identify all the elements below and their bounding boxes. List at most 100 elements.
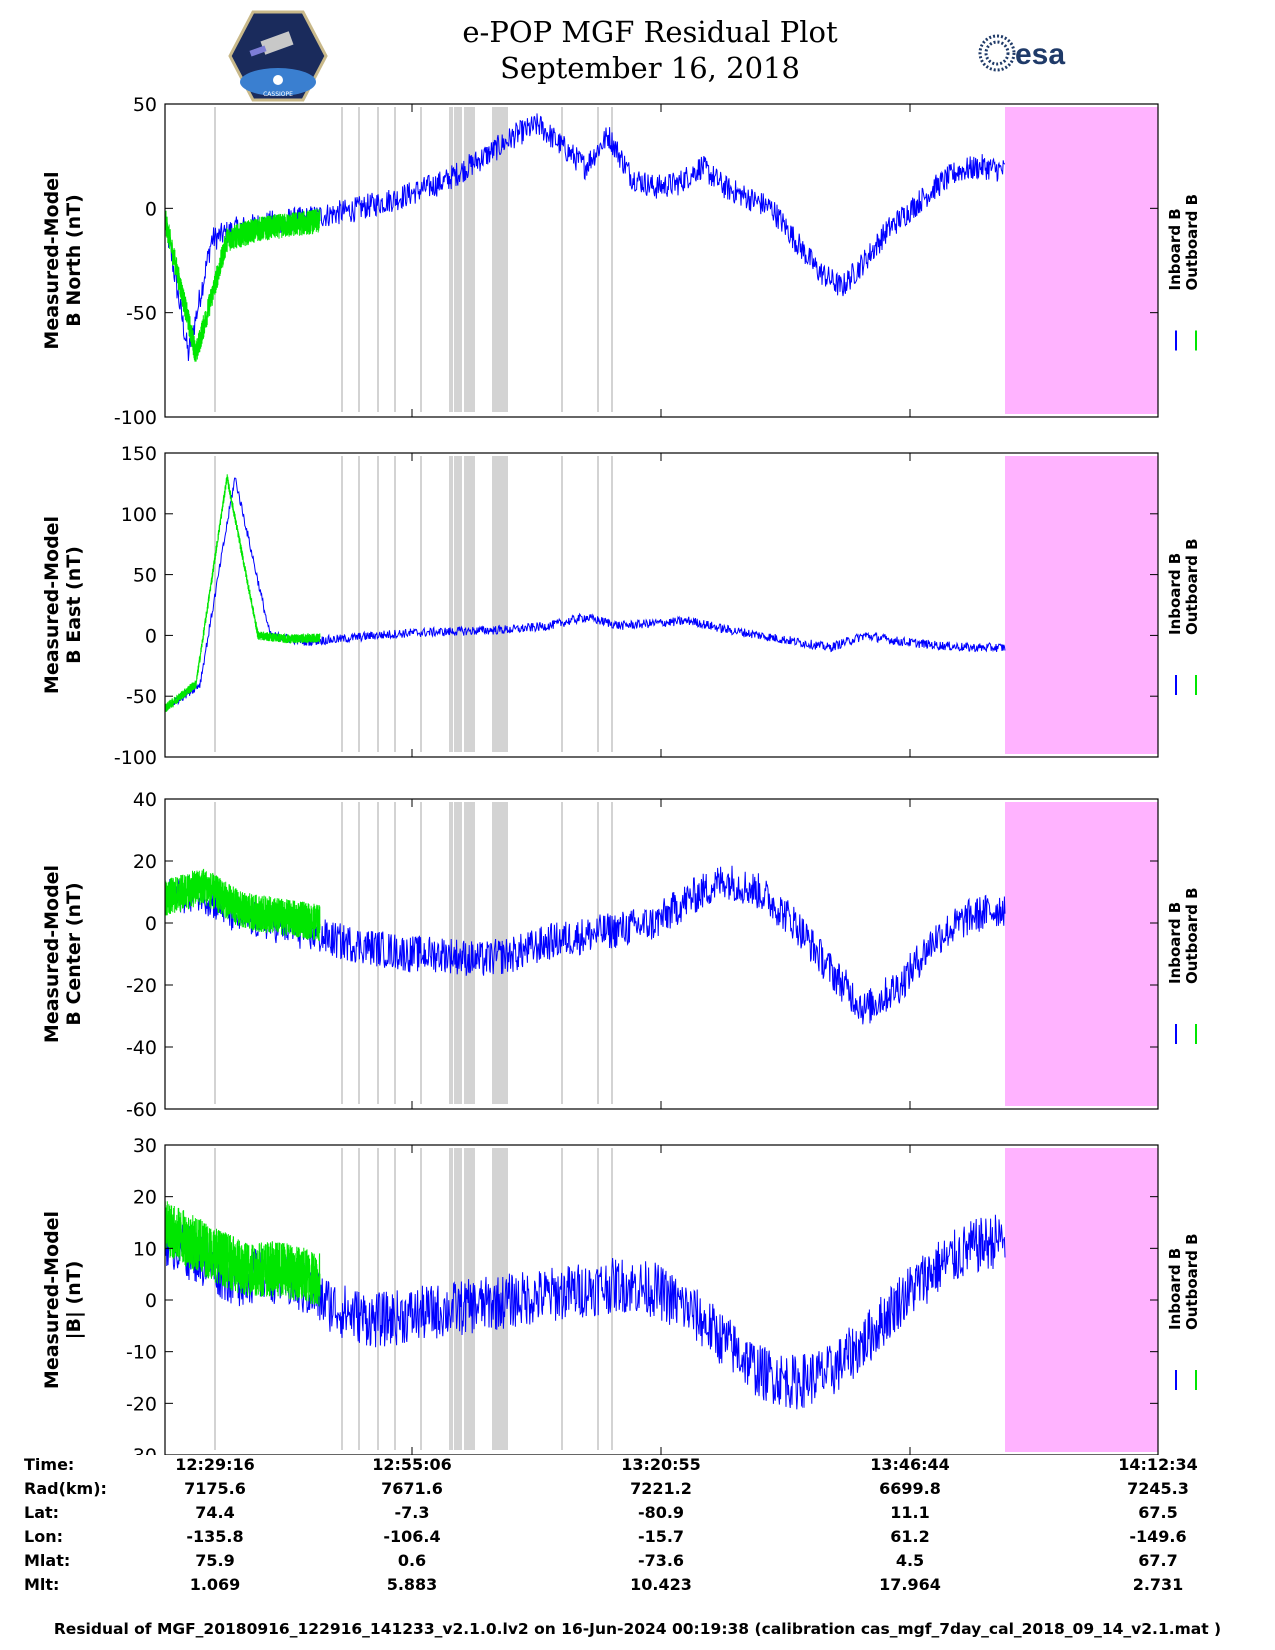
y-axis-label: Measured-ModelB North (nT) (41, 171, 85, 349)
y-tick-label: 20 (133, 1187, 157, 1209)
ephemeris-value: 7245.3 (1127, 1479, 1189, 1498)
plot-title: e-POP MGF Residual Plot (462, 15, 838, 49)
y-tick-label: -10 (126, 1342, 157, 1364)
ephemeris-value: 75.9 (195, 1551, 235, 1570)
y-tick-label: 150 (121, 443, 157, 465)
panel-3: 40 20 0 -20 -40 -60 Measured-ModelB Center (nT… (41, 789, 1201, 1121)
ephemeris-value: 13:46:44 (870, 1455, 950, 1474)
legend: Inboard B Outboard B (1166, 194, 1201, 291)
ephemeris-row: Lon: -135.8 -106.4 -15.7 61.2 -149.6 (0, 1527, 1275, 1551)
y-tick-label: -40 (126, 1037, 157, 1059)
y-axis-label: Measured-Model|B| (nT) (41, 1211, 85, 1389)
y-axis-label-line1: Measured-Model (41, 171, 63, 349)
legend: Inboard B Outboard B (1166, 887, 1201, 984)
ephemeris-row: Mlt: 1.069 5.883 10.423 17.964 2.731 (0, 1575, 1275, 1599)
legend-outboard-label: Outboard B (1183, 538, 1201, 635)
esa-logo: esa (978, 34, 1065, 72)
no-data-region (1005, 802, 1158, 1106)
y-axis-label-line2: B North (nT) (63, 194, 85, 327)
ephemeris-label: Rad(km): (24, 1479, 107, 1498)
ephemeris-value: 7221.2 (630, 1479, 692, 1498)
esa-logo-text: esa (1015, 38, 1065, 71)
legend-outboard-label: Outboard B (1183, 194, 1201, 291)
ephemeris-value: 17.964 (879, 1575, 941, 1594)
y-axis-label-line1: Measured-Model (41, 516, 63, 694)
ephemeris-value: 7175.6 (184, 1479, 246, 1498)
y-tick-label: -30 (126, 1445, 157, 1455)
ephemeris-value: 12:29:16 (175, 1455, 255, 1474)
y-axis-label-line2: B Center (nT) (63, 882, 85, 1025)
ephemeris-value: -80.9 (637, 1503, 685, 1522)
ephemeris-value: -73.6 (637, 1551, 685, 1570)
y-tick-label: -100 (114, 747, 157, 769)
series-outboard-trace (164, 208, 321, 362)
ephemeris-row: Lat: 74.4 -7.3 -80.9 11.1 67.5 (0, 1503, 1275, 1527)
ephemeris-value: 2.731 (1132, 1575, 1184, 1594)
ephemeris-value: 1.069 (189, 1575, 241, 1594)
ephemeris-value: -7.3 (394, 1503, 430, 1522)
series-inboard-trace (164, 477, 1006, 711)
footer-caption: Residual of MGF_20180916_122916_141233_v… (53, 1620, 1222, 1638)
no-data-region (1005, 456, 1158, 754)
y-axis-label: Measured-ModelB Center (nT) (41, 865, 85, 1043)
ephemeris-value: 74.4 (195, 1503, 235, 1522)
ephemeris-value: 0.6 (397, 1551, 427, 1570)
ephemeris-value: -149.6 (1129, 1527, 1187, 1546)
ephemeris-value: 7671.6 (381, 1479, 443, 1498)
panel-2: 150 100 50 0 -50 -100 Measured-ModelB East (nT… (41, 443, 1201, 769)
ephemeris-value: 61.2 (890, 1527, 930, 1546)
ephemeris-value: 12:55:06 (372, 1455, 452, 1474)
ephemeris-value: 67.7 (1138, 1551, 1178, 1570)
ephemeris-value: -15.7 (637, 1527, 685, 1546)
y-tick-label: 100 (121, 504, 157, 526)
y-tick-label: -20 (126, 975, 157, 997)
ephemeris-value: 10.423 (630, 1575, 692, 1594)
y-axis-label-line2: B East (nT) (63, 546, 85, 664)
y-tick-label: 50 (133, 94, 157, 116)
no-data-region (1005, 107, 1158, 414)
ephemeris-value: 6699.8 (879, 1479, 941, 1498)
ephemeris-value: 11.1 (890, 1503, 930, 1522)
ephemeris-row: Mlat: 75.9 0.6 -73.6 4.5 67.7 (0, 1551, 1275, 1575)
y-tick-label: -100 (114, 407, 157, 429)
y-tick-label: -50 (126, 686, 157, 708)
y-tick-label: 20 (133, 851, 157, 873)
y-tick-label: 0 (145, 913, 157, 935)
ephemeris-label: Lon: (24, 1527, 63, 1546)
y-tick-label: 50 (133, 565, 157, 587)
y-tick-label: -20 (126, 1393, 157, 1415)
ephemeris-value: 5.883 (386, 1575, 438, 1594)
ephemeris-label: Time: (24, 1455, 75, 1474)
ephemeris-value: 14:12:34 (1118, 1455, 1198, 1474)
panel-1: 50 0 -50 -100 Measured-ModelB North (nT) Inbo… (41, 94, 1201, 429)
y-tick-label: -50 (126, 303, 157, 325)
cassiope-logo-text: CASSIOPE (263, 91, 293, 98)
y-tick-label: 40 (133, 789, 157, 811)
ephemeris-value: 4.5 (895, 1551, 925, 1570)
series-inboard-trace (164, 865, 1006, 1025)
series-inboard-trace (164, 113, 1006, 362)
y-tick-label: 10 (133, 1238, 157, 1260)
y-axis-label-line1: Measured-Model (41, 865, 63, 1043)
y-tick-label: 0 (145, 625, 157, 647)
legend-inboard-label: Inboard B (1166, 553, 1184, 635)
ephemeris-row: Time: 12:29:16 12:55:06 13:20:55 13:46:44 14:… (0, 1455, 1275, 1479)
ephemeris-row: Rad(km): 7175.6 7671.6 7221.2 6699.8 7245.3 (0, 1479, 1275, 1503)
series-outboard-trace (164, 868, 321, 942)
no-data-region (1005, 1148, 1158, 1452)
series-inboard-trace (164, 1214, 1006, 1410)
ephemeris-label: Mlt: (24, 1575, 60, 1594)
y-tick-label: 0 (145, 198, 157, 220)
panel-4: 30 20 10 0 -10 -20 -30 Measured-Model|B| (nT) In… (41, 1135, 1201, 1455)
y-tick-label: -60 (126, 1099, 157, 1121)
ephemeris-value: 67.5 (1138, 1503, 1178, 1522)
cassiope-logo: CASSIOPE (228, 10, 328, 102)
legend-inboard-label: Inboard B (1166, 902, 1184, 984)
legend-inboard-label: Inboard B (1166, 208, 1184, 290)
ephemeris-value: -135.8 (186, 1527, 244, 1546)
legend-inboard-label: Inboard B (1166, 1248, 1184, 1330)
y-tick-label: 30 (133, 1135, 157, 1157)
y-axis-label-line1: Measured-Model (41, 1211, 63, 1389)
ephemeris-value: 13:20:55 (621, 1455, 701, 1474)
